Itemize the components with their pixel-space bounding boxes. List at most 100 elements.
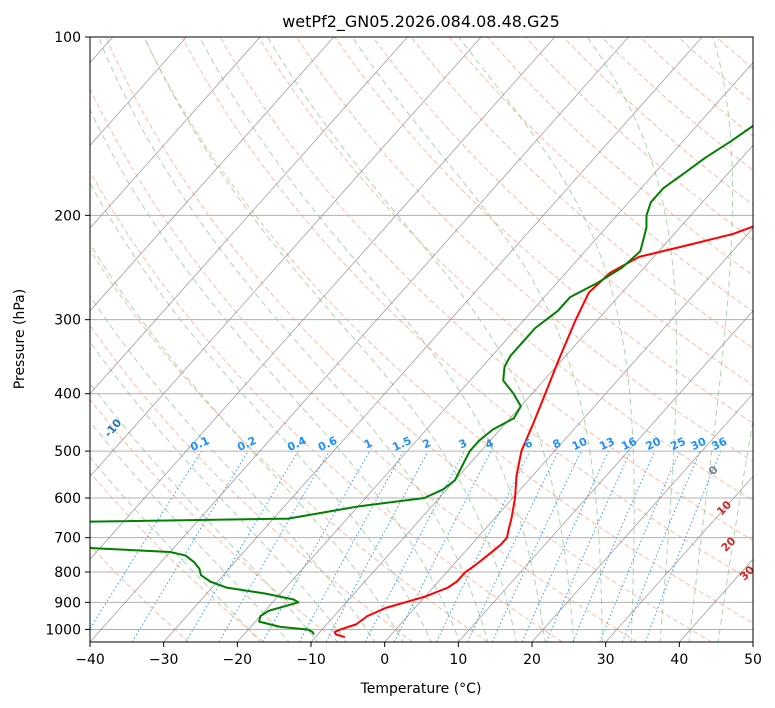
x-axis-ticks: −40 −30 −20 −10 0 10 20 30 40 50 <box>75 642 762 668</box>
dry-adiabat <box>296 37 753 462</box>
plot-area: 0.10.20.40.611.52346810131620253036-100-… <box>26 37 775 642</box>
mixing-ratio-line <box>185 450 299 642</box>
mixing-ratio-line <box>621 450 701 642</box>
mixing-ratio-line <box>364 450 465 642</box>
dry-adiabat <box>90 170 563 642</box>
isotherm <box>458 310 753 642</box>
mixing-ratio-line <box>325 450 429 642</box>
dewpoint-line <box>90 124 753 636</box>
mixing-ratio-line <box>545 450 632 642</box>
x-tick-label: 20 <box>523 652 541 668</box>
y-tick-label: 600 <box>54 491 81 507</box>
isotherm <box>90 37 187 146</box>
dry-adiabat <box>754 37 775 642</box>
potential-temp-label: -20 <box>26 394 49 418</box>
isotherm <box>90 37 261 229</box>
mixing-ratio-label: 13 <box>597 435 616 453</box>
dry-adiabat <box>90 324 414 642</box>
mixing-ratio-line <box>572 450 656 642</box>
wetbulb-label: 40 <box>756 587 775 607</box>
isotherm <box>163 37 703 642</box>
potential-temp-label: -10 <box>102 416 125 440</box>
x-tick-label: 30 <box>597 652 615 668</box>
mixing-ratio-line <box>393 450 492 642</box>
x-tick-label: 50 <box>744 652 762 668</box>
mixing-ratio-label: 30 <box>689 435 709 453</box>
dry-adiabat <box>563 37 753 206</box>
y-tick-label: 400 <box>54 387 81 403</box>
dry-adiabat <box>105 37 712 642</box>
moist-adiabat <box>458 37 635 642</box>
moist-adiabats <box>90 37 753 642</box>
moist-adiabat <box>90 243 404 642</box>
dry-adiabat <box>90 249 488 642</box>
dry-adiabat <box>90 471 264 642</box>
mixing-ratio-label: 2 <box>421 436 433 451</box>
mixing-ratio-line <box>521 450 609 642</box>
x-tick-label: −30 <box>149 652 179 668</box>
mixing-ratio-line <box>90 450 202 630</box>
dry-adiabat <box>372 37 753 386</box>
mixing-ratio-line <box>218 450 330 642</box>
dry-adiabat <box>601 37 753 171</box>
mixing-ratio-label: 16 <box>619 435 639 453</box>
mixing-ratio-label: 20 <box>644 435 664 453</box>
isotherm <box>752 641 753 642</box>
dry-adiabat <box>639 37 753 137</box>
isotherm <box>90 37 482 478</box>
x-tick-label: −40 <box>75 652 105 668</box>
moist-adiabat <box>90 382 319 642</box>
mixing-ratio-line <box>131 450 249 642</box>
mixing-ratio-line <box>599 450 680 642</box>
mixing-ratio-label: 36 <box>710 435 730 453</box>
isotherm <box>90 37 629 642</box>
dry-adiabat <box>143 37 753 624</box>
mixing-ratio-line <box>435 450 531 642</box>
dry-adiabat <box>257 37 753 502</box>
dry-adiabat <box>181 37 753 582</box>
isotherms <box>90 37 753 642</box>
pressure-gridlines <box>90 37 753 630</box>
mixing-ratio-lines <box>90 450 722 642</box>
mixing-ratio-label: 25 <box>668 435 687 453</box>
y-tick-label: 100 <box>54 30 81 46</box>
y-axis-label: Pressure (hPa) <box>12 289 28 389</box>
dry-adiabat <box>525 37 753 241</box>
mixing-ratio-line <box>467 450 559 642</box>
x-tick-label: 10 <box>449 652 467 668</box>
y-tick-label: 1000 <box>45 622 81 638</box>
mixing-ratio-label: 10 <box>570 435 590 453</box>
dry-adiabat <box>219 37 753 542</box>
dry-adiabats <box>90 37 775 642</box>
isotherm <box>310 144 753 642</box>
moist-adiabat <box>143 37 517 642</box>
sounding-profiles <box>90 124 753 639</box>
mixing-ratio-label: 6 <box>522 436 535 451</box>
y-tick-label: 800 <box>54 565 81 581</box>
x-axis-label: Temperature (°C) <box>360 681 482 697</box>
moist-adiabat <box>90 456 261 642</box>
moist-adiabat <box>90 182 432 642</box>
x-tick-label: −20 <box>223 652 253 668</box>
isotherm <box>90 37 408 395</box>
dry-adiabat <box>90 87 638 642</box>
wetbulb-label: 0 <box>706 463 721 478</box>
x-tick-label: −10 <box>296 652 326 668</box>
isotherm <box>605 475 753 642</box>
x-tick-label: 40 <box>670 652 688 668</box>
y-tick-label: 500 <box>54 444 81 460</box>
dry-adiabat <box>448 37 753 313</box>
isotherm <box>90 37 335 312</box>
isotherm <box>531 393 753 642</box>
temperature-line <box>333 225 753 639</box>
y-axis-ticks: 100 200 300 400 500 600 700 800 900 1000 <box>45 30 90 638</box>
isotherm <box>237 61 753 642</box>
moist-adiabat <box>90 295 376 642</box>
dry-adiabat <box>334 37 753 424</box>
mixing-ratio-line <box>644 450 722 642</box>
mixing-ratio-label: 3 <box>457 436 469 451</box>
x-tick-label: 0 <box>380 652 389 668</box>
isotherm <box>384 227 753 642</box>
chart-title: wetPf2_GN05.2026.084.08.48.G25 <box>282 12 560 32</box>
